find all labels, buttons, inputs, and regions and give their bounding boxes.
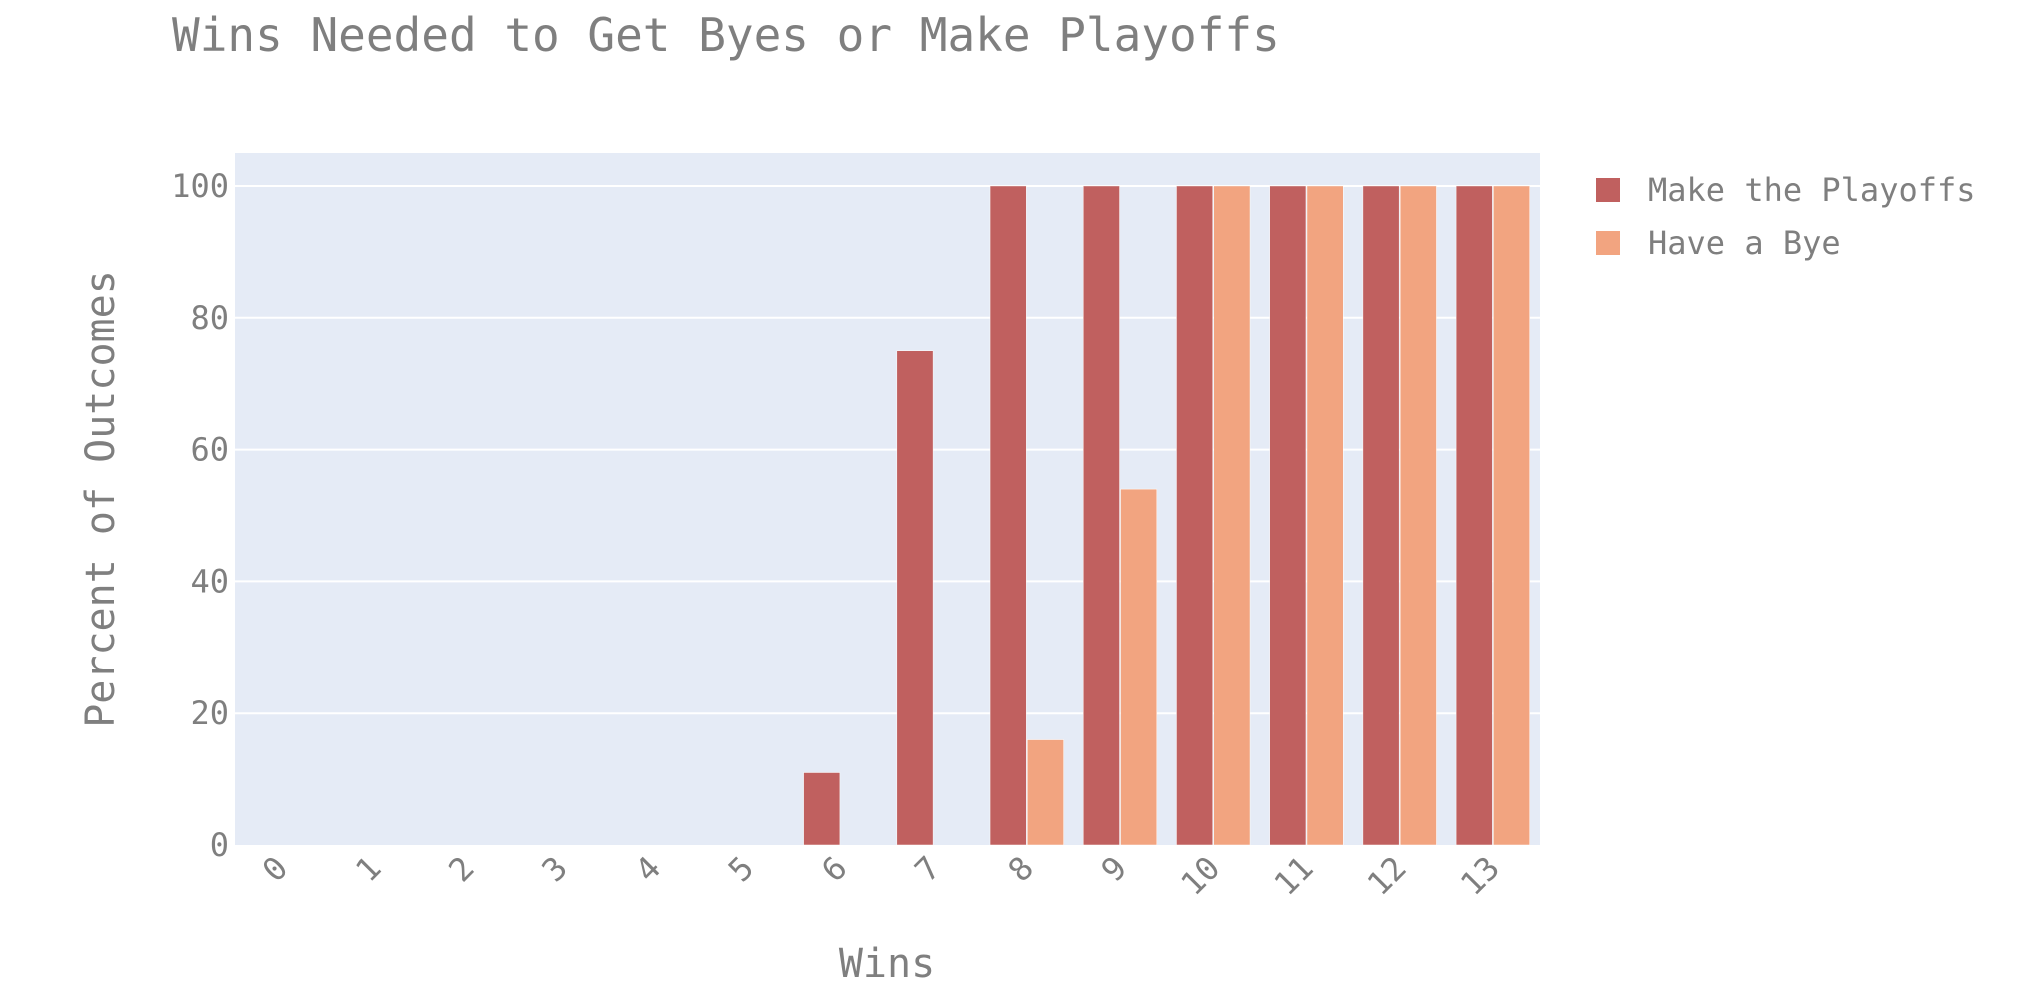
chart-title: Wins Needed to Get Byes or Make Playoffs [172, 8, 1280, 62]
x-axis-ticks: 0 1 2 3 4 5 6 7 8 9 10 11 12 13 [255, 849, 1507, 903]
y-tick-label: 20 [190, 694, 229, 732]
x-tick-label: 4 [628, 849, 668, 889]
y-tick-label: 100 [171, 167, 229, 205]
x-tick-label: 6 [814, 849, 854, 889]
bar-series1-12[interactable] [1399, 185, 1437, 846]
bar-series0-8[interactable] [989, 185, 1027, 846]
bar-series0-6[interactable] [803, 772, 841, 846]
y-axis-title: Percent of Outcomes [78, 270, 124, 728]
bar-series1-13[interactable] [1493, 185, 1530, 846]
x-tick-label: 5 [721, 849, 761, 889]
legend-item-make-playoffs[interactable]: Make the Playoffs [1596, 172, 2036, 212]
x-tick-label: 1 [348, 849, 388, 889]
bar-series0-10[interactable] [1176, 185, 1213, 846]
bars [803, 185, 1530, 846]
x-tick-label: 2 [441, 849, 481, 889]
x-tick-label: 13 [1453, 849, 1507, 903]
plot-area [235, 153, 1540, 845]
x-tick-label: 3 [534, 849, 574, 889]
x-tick-label: 10 [1173, 849, 1227, 903]
legend-label-make-playoffs: Make the Playoffs [1648, 171, 1976, 209]
bar-series0-9[interactable] [1083, 185, 1120, 846]
x-tick-label: 8 [1000, 849, 1040, 889]
bar-series0-7[interactable] [896, 350, 934, 846]
legend-swatch-make-playoffs [1596, 178, 1620, 202]
y-tick-label: 60 [190, 431, 229, 469]
bar-series1-9[interactable] [1120, 488, 1158, 846]
y-tick-label: 0 [210, 826, 229, 864]
x-tick-label: 0 [255, 849, 295, 889]
bar-series1-11[interactable] [1306, 185, 1344, 846]
y-axis-ticks: 0 20 40 60 80 100 [171, 167, 229, 864]
bar-series0-11[interactable] [1269, 185, 1307, 846]
x-tick-label: 11 [1267, 849, 1321, 903]
y-tick-label: 40 [190, 562, 229, 600]
x-tick-label: 7 [907, 849, 947, 889]
legend-item-have-bye[interactable]: Have a Bye [1596, 225, 2036, 265]
legend-label-have-bye: Have a Bye [1648, 224, 1841, 262]
x-tick-label: 12 [1360, 849, 1414, 903]
bar-series0-13[interactable] [1455, 185, 1493, 846]
y-tick-label: 80 [190, 299, 229, 337]
legend-swatch-have-bye [1596, 231, 1620, 255]
bar-series0-12[interactable] [1362, 185, 1400, 846]
x-axis-title: Wins [839, 941, 935, 987]
bar-series1-10[interactable] [1213, 185, 1251, 846]
bar-series1-8[interactable] [1027, 739, 1064, 846]
x-tick-label: 9 [1094, 849, 1134, 889]
